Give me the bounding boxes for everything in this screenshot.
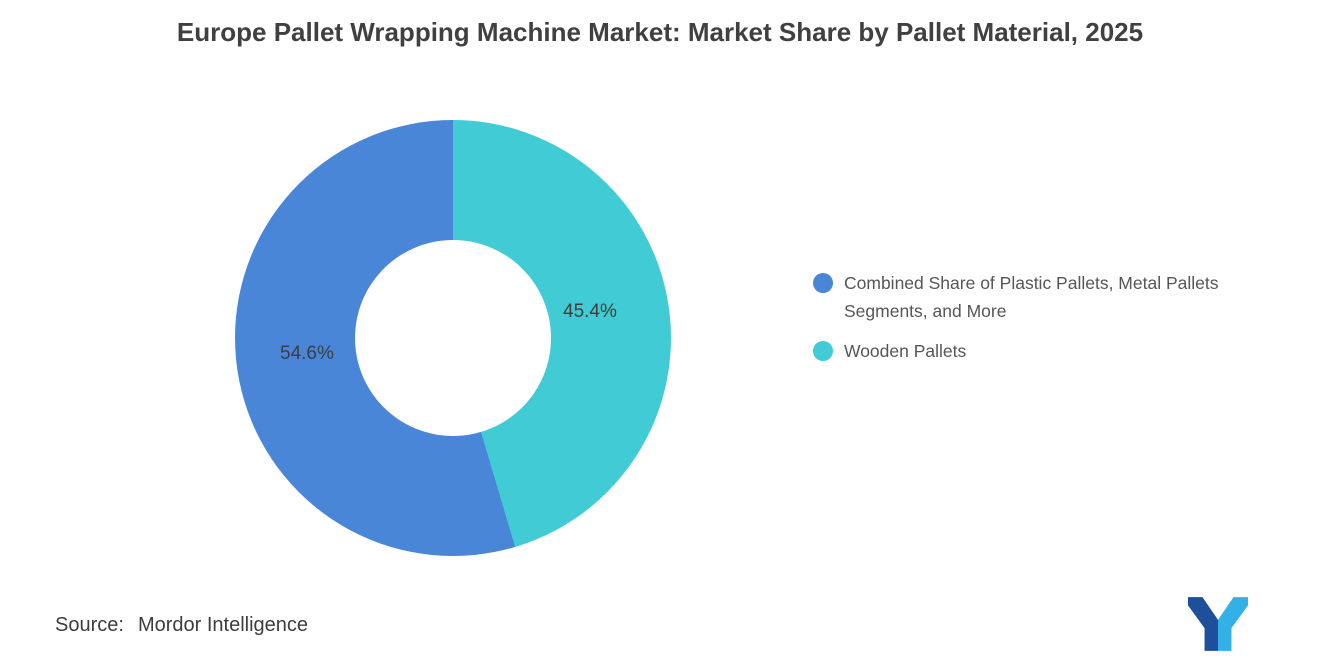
donut-hole [355,240,551,436]
legend-item-wooden: Wooden Pallets [813,338,1253,366]
slice-data-label-blue: 54.6% [280,343,334,364]
source-label: Source: [55,614,124,636]
source-value: Mordor Intelligence [137,614,309,636]
slice-data-label-teal: 45.4% [563,301,617,322]
mordor-intelligence-logo-icon [1188,597,1248,651]
source-line: Source: Mordor Intelligence [55,614,308,637]
chart-title: Europe Pallet Wrapping Machine Market: M… [176,17,1144,47]
legend-label: Wooden Pallets [844,341,967,362]
legend-marker-teal-icon [813,341,833,362]
chart-legend: Combined Share of Plastic Pallets, Metal… [813,270,1253,379]
legend-label: Combined Share of Plastic Pallets, Metal… [844,273,1219,321]
legend-marker-blue-icon [813,273,833,293]
donut-chart [235,120,671,556]
legend-item-plastic-metal: Combined Share of Plastic Pallets, Metal… [813,270,1253,325]
